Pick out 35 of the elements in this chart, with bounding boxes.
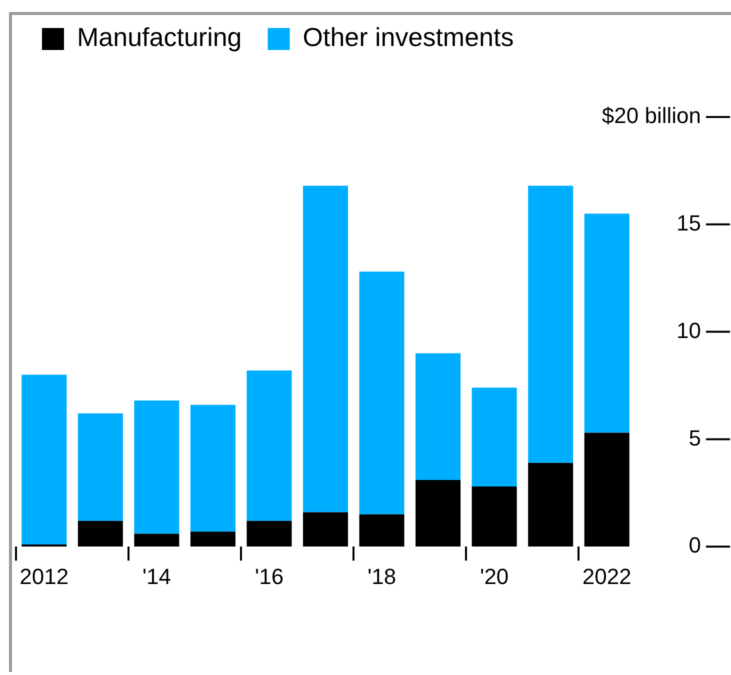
legend-label: Other investments [302, 22, 514, 52]
bar [416, 480, 461, 547]
x-tick-label: '20 [480, 564, 509, 589]
y-tick-label: $20 billion [602, 103, 701, 128]
y-tick-label: 10 [676, 318, 701, 343]
bar [246, 370, 292, 521]
x-tick-label: '16 [254, 564, 284, 589]
bar [78, 520, 123, 547]
bar [134, 534, 180, 547]
bar [134, 400, 180, 534]
bar [472, 388, 517, 486]
y-tick-label: 0 [688, 532, 701, 558]
x-tick-label: 2012 [20, 564, 69, 589]
bar [472, 486, 517, 547]
bar [584, 432, 630, 547]
x-tick-label: '14 [142, 564, 172, 589]
bar [584, 214, 630, 433]
legend-label: Manufacturing [77, 22, 242, 52]
bar [78, 413, 123, 521]
bar [246, 520, 292, 547]
y-tick-label: 5 [688, 425, 701, 450]
bar [22, 374, 67, 544]
y-tick-label: 15 [676, 210, 701, 236]
bar [359, 272, 404, 514]
bar [302, 186, 348, 512]
bar [190, 404, 236, 532]
bar [359, 514, 404, 547]
x-tick-label: '18 [367, 564, 396, 589]
bar [528, 186, 574, 463]
bar [190, 532, 236, 547]
bar [416, 353, 461, 480]
bar [528, 462, 574, 547]
x-tick-label: 2022 [582, 564, 632, 589]
bar [302, 512, 348, 547]
bar [22, 544, 67, 547]
